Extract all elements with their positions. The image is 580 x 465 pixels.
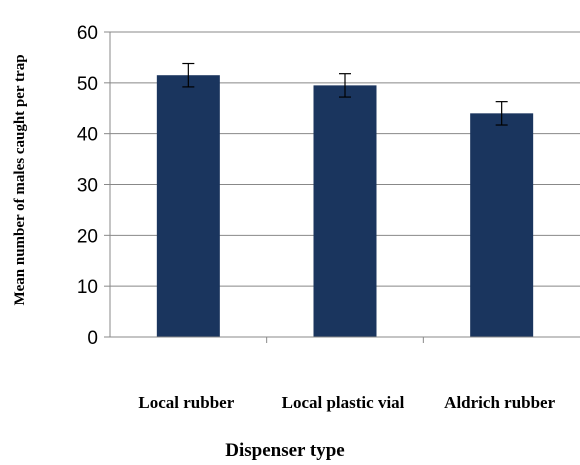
y-tick-label: 50	[77, 74, 98, 95]
x-axis-title: Dispenser type	[225, 440, 344, 461]
x-category-label: Local rubber	[138, 393, 234, 412]
y-tick-label: 60	[77, 23, 98, 44]
y-tick-label: 10	[77, 277, 98, 298]
bar	[156, 75, 220, 337]
bars	[156, 62, 534, 337]
axes	[104, 31, 580, 343]
y-tick-label: 20	[77, 226, 98, 247]
y-tick-label: 0	[87, 328, 98, 349]
x-category-label: Local plastic vial	[282, 393, 405, 412]
bar	[313, 85, 377, 337]
y-axis-title: Mean number of males caught per trap	[12, 54, 28, 305]
y-tick-label: 40	[77, 125, 98, 146]
y-tick-label: 30	[77, 176, 98, 197]
bar	[470, 113, 534, 337]
y-tick-labels: 0 10 20 30 40 50 60	[77, 23, 98, 349]
x-category-labels: Local rubber Local plastic vial Aldrich ru…	[138, 393, 555, 412]
x-category-label: Aldrich rubber	[444, 393, 555, 412]
